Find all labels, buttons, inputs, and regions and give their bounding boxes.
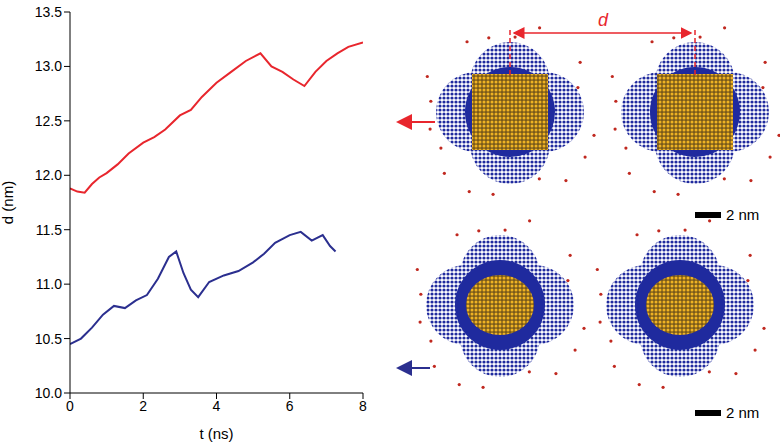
svg-text:12.5: 12.5 [35, 113, 62, 129]
svg-text:11.5: 11.5 [36, 222, 62, 238]
svg-text:d: d [598, 10, 609, 30]
svg-text:4: 4 [213, 398, 221, 414]
svg-text:13.0: 13.0 [35, 58, 62, 74]
svg-text:t (ns): t (ns) [199, 425, 233, 442]
svg-text:10.0: 10.0 [35, 385, 62, 401]
svg-text:2 nm: 2 nm [726, 404, 759, 421]
svg-text:2: 2 [139, 398, 147, 414]
svg-text:11.0: 11.0 [36, 276, 62, 292]
svg-text:6: 6 [286, 398, 294, 414]
svg-text:8: 8 [359, 398, 367, 414]
svg-text:13.5: 13.5 [35, 4, 62, 20]
svg-text:2 nm: 2 nm [726, 206, 759, 223]
svg-text:10.5: 10.5 [35, 331, 62, 347]
svg-text:d (nm): d (nm) [0, 181, 16, 224]
svg-text:0: 0 [66, 398, 74, 414]
svg-text:12.0: 12.0 [35, 167, 62, 183]
